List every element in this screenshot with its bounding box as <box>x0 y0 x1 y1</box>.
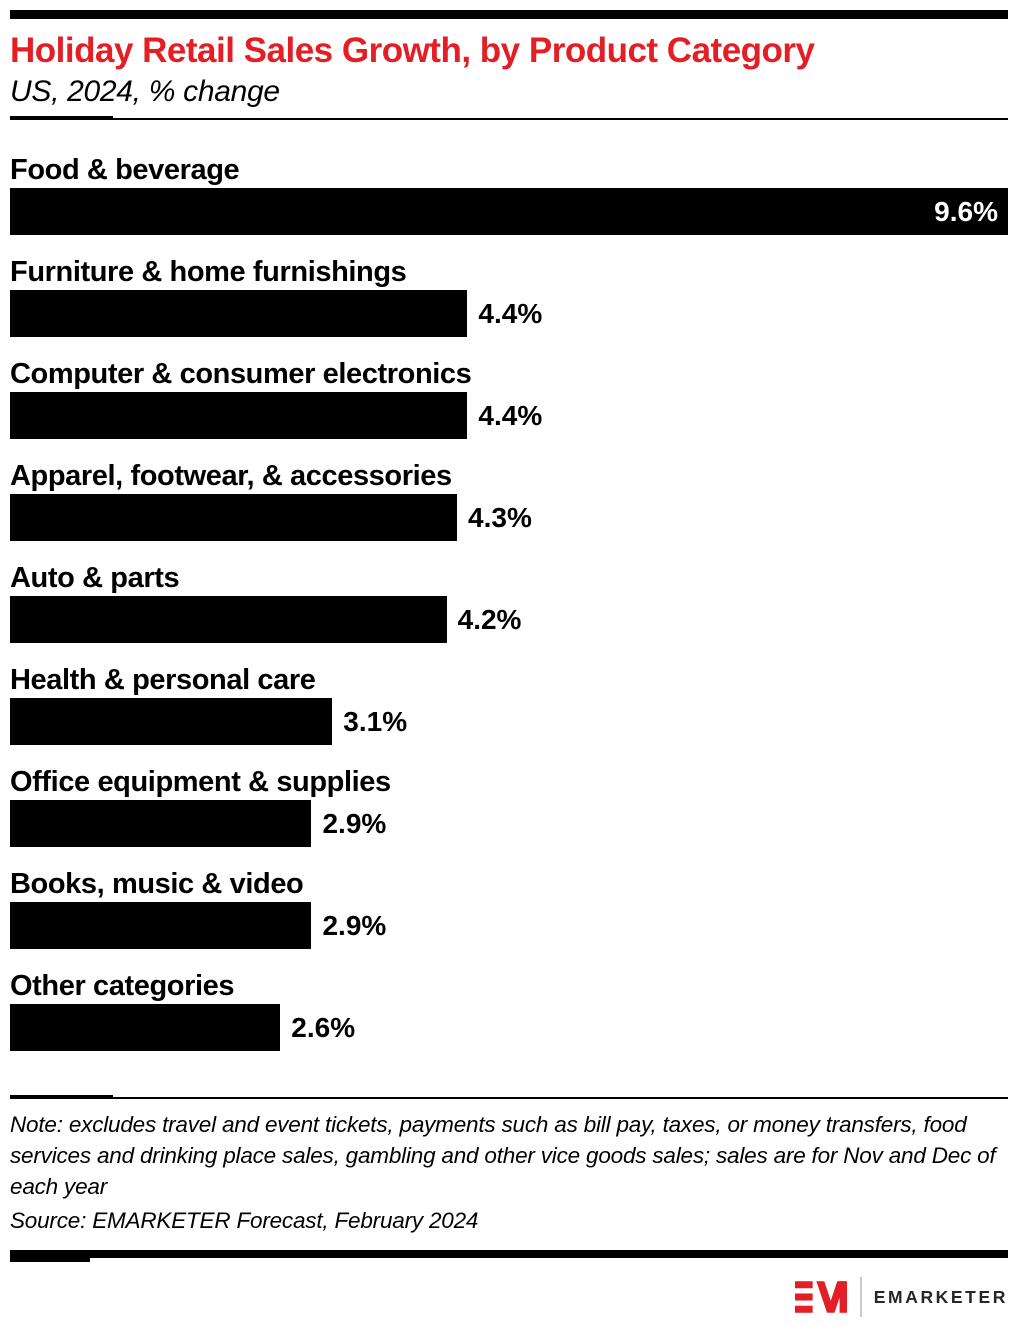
bar-other-categories <box>10 1004 281 1051</box>
chart-row: Other categories 2.6% <box>10 968 1008 1051</box>
bar-track: 4.2% <box>10 596 1008 643</box>
bar-furniture-home-furnishings <box>10 290 468 337</box>
logo-divider <box>859 1277 862 1317</box>
value-label: 4.2% <box>457 603 522 635</box>
bar-track: 2.6% <box>10 1004 1008 1051</box>
bar-apparel-footwear-accessories <box>10 494 458 541</box>
bar-computer-consumer-electronics <box>10 392 468 439</box>
bar-track: 4.4% <box>10 290 1008 337</box>
category-label: Food & beverage <box>10 154 240 186</box>
bar-health-personal-care <box>10 698 333 745</box>
bar-track: 2.9% <box>10 800 1008 847</box>
category-label: Books, music & video <box>10 868 304 900</box>
bar-books-music-video <box>10 902 312 949</box>
chart-subtitle: US, 2024, % change <box>10 75 280 108</box>
category-label: Furniture & home furnishings <box>10 256 407 288</box>
value-label: 4.4% <box>478 399 543 431</box>
category-label: Apparel, footwear, & accessories <box>10 460 452 492</box>
category-label: Auto & parts <box>10 562 180 594</box>
top-accent-bar <box>10 10 1008 19</box>
bar-chart: Food & beverage 9.6% Furniture & home fu… <box>10 152 1008 1051</box>
bar-office-equipment-supplies <box>10 800 312 847</box>
category-label: Other categories <box>10 970 235 1002</box>
em-logo-icon <box>794 1281 847 1313</box>
value-label: 4.3% <box>468 501 532 533</box>
bar-auto-parts <box>10 596 447 643</box>
chart-row: Apparel, footwear, & accessories 4.3% <box>10 458 1008 541</box>
chart-row: Books, music & video 2.9% <box>10 866 1008 949</box>
bottom-accent-bar <box>10 1250 1008 1262</box>
bar-track: 3.1% <box>10 698 1008 745</box>
chart-row: Health & personal care 3.1% <box>10 662 1008 745</box>
chart-row: Computer & consumer electronics 4.4% <box>10 356 1008 439</box>
source-text: Source: EMARKETER Forecast, February 202… <box>10 1208 479 1233</box>
bar-track: 4.4% <box>10 392 1008 439</box>
chart-row: Office equipment & supplies 2.9% <box>10 764 1008 847</box>
category-label: Health & personal care <box>10 664 316 696</box>
note-text: Note: excludes travel and event tickets,… <box>10 1112 996 1199</box>
header-divider-rule <box>10 116 1008 120</box>
value-label: 2.6% <box>291 1011 356 1043</box>
bar-track: 4.3% <box>10 494 1008 541</box>
chart-row: Auto & parts 4.2% <box>10 560 1008 643</box>
category-label: Computer & consumer electronics <box>10 358 472 390</box>
branding-row: EMARKETER <box>10 1277 1008 1317</box>
bar-track: 2.9% <box>10 902 1008 949</box>
emarketer-wordmark: EMARKETER <box>873 1287 1008 1307</box>
chart-row: Furniture & home furnishings 4.4% <box>10 254 1008 337</box>
page: Holiday Retail Sales Growth, by Product … <box>10 10 1008 1317</box>
chart-row: Food & beverage 9.6% <box>10 152 1008 235</box>
value-label: 4.4% <box>478 297 543 329</box>
category-label: Office equipment & supplies <box>10 766 391 798</box>
value-label: 2.9% <box>322 909 387 941</box>
value-label: 2.9% <box>322 807 387 839</box>
bar-food-beverage: 9.6% <box>10 188 1008 235</box>
footer-divider-rule <box>10 1095 1008 1099</box>
page-title: Holiday Retail Sales Growth, by Product … <box>10 31 815 70</box>
value-label: 3.1% <box>343 705 408 737</box>
bar-track: 9.6% <box>10 188 1008 235</box>
value-label: 9.6% <box>934 195 998 227</box>
